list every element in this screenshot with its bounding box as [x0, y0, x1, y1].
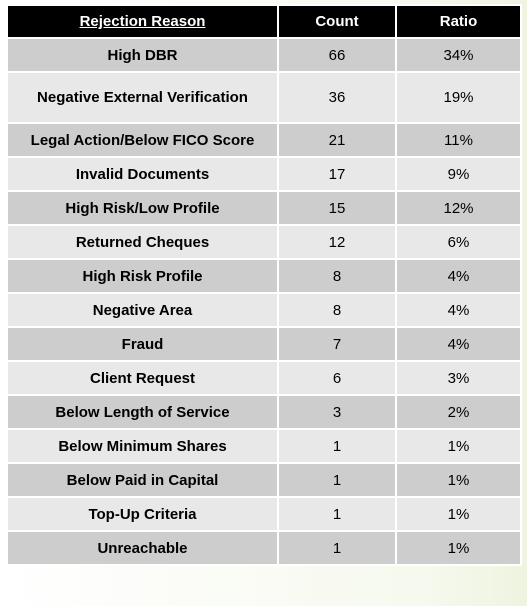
row-reason: Fraud [6, 326, 279, 362]
row-count: 1 [277, 462, 397, 498]
row-count: 8 [277, 258, 397, 294]
row-count: 66 [277, 37, 397, 73]
row-reason: Below Paid in Capital [6, 462, 279, 498]
table-row: Below Minimum Shares 1 1% [6, 428, 522, 464]
header-count: Count [277, 4, 397, 39]
row-count: 1 [277, 496, 397, 532]
table-row: Unreachable 1 1% [6, 530, 522, 566]
table-header-row: Rejection Reason Count Ratio [6, 4, 522, 39]
row-count: 7 [277, 326, 397, 362]
row-ratio: 1% [395, 462, 522, 498]
row-count: 3 [277, 394, 397, 430]
table-row: Below Length of Service 3 2% [6, 394, 522, 430]
table-row: Negative Area 8 4% [6, 292, 522, 328]
row-ratio: 1% [395, 530, 522, 566]
row-ratio: 2% [395, 394, 522, 430]
row-reason: High Risk/Low Profile [6, 190, 279, 226]
header-ratio: Ratio [395, 4, 522, 39]
table-row: Fraud 7 4% [6, 326, 522, 362]
row-reason: Negative External Verification [6, 71, 279, 124]
table-row: Below Paid in Capital 1 1% [6, 462, 522, 498]
table-row: Invalid Documents 17 9% [6, 156, 522, 192]
row-ratio: 12% [395, 190, 522, 226]
row-count: 6 [277, 360, 397, 396]
row-reason: Invalid Documents [6, 156, 279, 192]
row-reason: Unreachable [6, 530, 279, 566]
row-ratio: 19% [395, 71, 522, 124]
table-row: Returned Cheques 12 6% [6, 224, 522, 260]
row-ratio: 3% [395, 360, 522, 396]
row-count: 12 [277, 224, 397, 260]
row-reason: Legal Action/Below FICO Score [6, 122, 279, 158]
row-ratio: 1% [395, 428, 522, 464]
row-ratio: 6% [395, 224, 522, 260]
rejection-reasons-table: Rejection Reason Count Ratio High DBR 66… [6, 4, 522, 566]
header-rejection-reason: Rejection Reason [6, 4, 279, 39]
row-reason: Client Request [6, 360, 279, 396]
row-ratio: 4% [395, 258, 522, 294]
row-reason: Negative Area [6, 292, 279, 328]
row-count: 17 [277, 156, 397, 192]
row-ratio: 1% [395, 496, 522, 532]
row-reason: High DBR [6, 37, 279, 73]
row-count: 21 [277, 122, 397, 158]
table-row: Client Request 6 3% [6, 360, 522, 396]
row-reason: Below Minimum Shares [6, 428, 279, 464]
row-ratio: 4% [395, 292, 522, 328]
table-row: Legal Action/Below FICO Score 21 11% [6, 122, 522, 158]
row-reason: Returned Cheques [6, 224, 279, 260]
row-count: 1 [277, 428, 397, 464]
row-count: 1 [277, 530, 397, 566]
row-count: 15 [277, 190, 397, 226]
row-ratio: 11% [395, 122, 522, 158]
row-ratio: 9% [395, 156, 522, 192]
table-row: Top-Up Criteria 1 1% [6, 496, 522, 532]
row-reason: Below Length of Service [6, 394, 279, 430]
row-reason: Top-Up Criteria [6, 496, 279, 532]
row-ratio: 4% [395, 326, 522, 362]
table-row: High Risk Profile 8 4% [6, 258, 522, 294]
row-ratio: 34% [395, 37, 522, 73]
row-count: 36 [277, 71, 397, 124]
header-rejection-reason-label: Rejection Reason [79, 13, 206, 30]
table-row: Negative External Verification 36 19% [6, 71, 522, 124]
row-count: 8 [277, 292, 397, 328]
row-reason: High Risk Profile [6, 258, 279, 294]
table-row: High Risk/Low Profile 15 12% [6, 190, 522, 226]
table-row: High DBR 66 34% [6, 37, 522, 73]
